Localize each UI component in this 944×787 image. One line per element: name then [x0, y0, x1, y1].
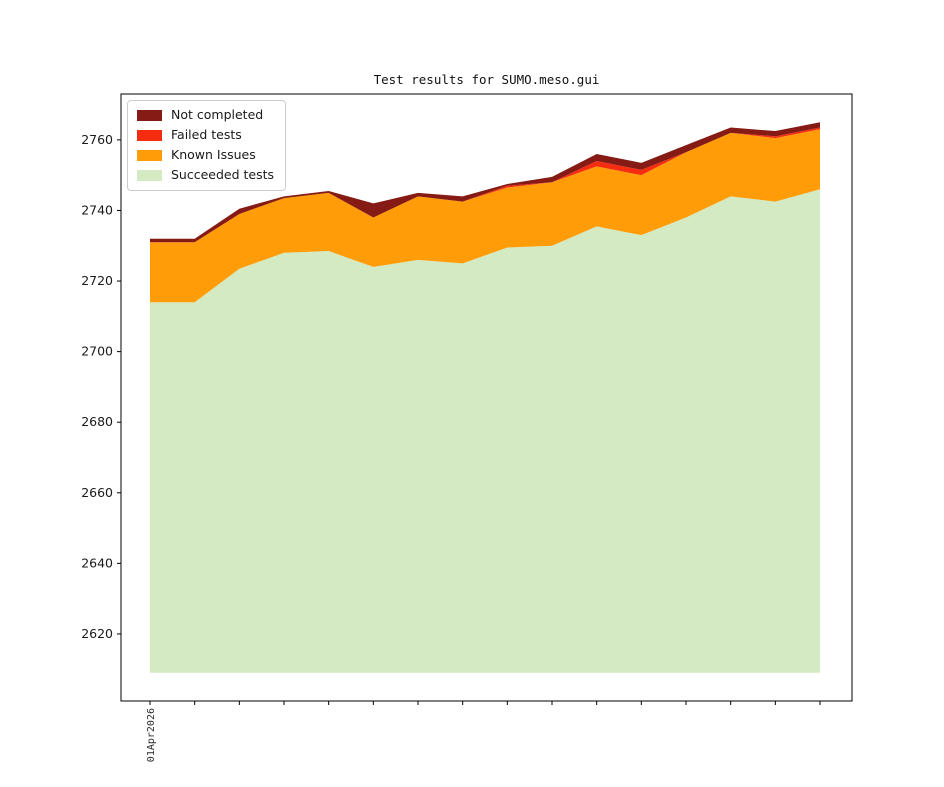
y-tick-label: 2680: [81, 414, 113, 429]
y-tick-label: 2760: [81, 132, 113, 147]
y-tick-label: 2660: [81, 485, 113, 500]
known-issues-swatch-icon: [137, 149, 162, 161]
area-known-issues: [150, 129, 821, 303]
axes-spine: [120, 93, 853, 702]
x-tick-label-date: 01Apr2026: [146, 708, 157, 762]
legend-label: Succeeded tests: [171, 167, 275, 182]
failed-tests-swatch-icon: [137, 129, 162, 141]
area-not-completed: [150, 122, 821, 243]
y-tick-label: 2700: [81, 344, 113, 359]
not-completed-swatch-icon: [137, 109, 162, 121]
legend-label: Not completed: [171, 107, 264, 122]
area-succeeded-tests: [150, 189, 821, 673]
legend: Not completed Failed tests Known Issues …: [127, 100, 287, 191]
legend-item-not-completed: Not completed: [137, 108, 274, 122]
legend-item-known-issues: Known Issues: [137, 148, 274, 162]
y-tick-label: 2640: [81, 555, 113, 570]
succeeded-tests-swatch-icon: [137, 169, 162, 181]
chart-title: Test results for SUMO.meso.gui: [373, 72, 600, 87]
legend-label: Failed tests: [171, 127, 242, 142]
y-tick-label: 2620: [81, 626, 113, 641]
y-tick-label: 2740: [81, 202, 113, 217]
y-tick-label: 2720: [81, 273, 113, 288]
legend-label: Known Issues: [171, 147, 256, 162]
legend-item-failed-tests: Failed tests: [137, 128, 274, 142]
legend-item-succeeded-tests: Succeeded tests: [137, 168, 274, 182]
